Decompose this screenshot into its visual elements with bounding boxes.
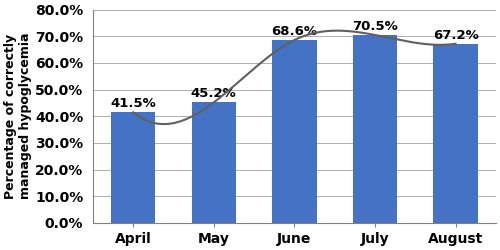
Y-axis label: Percentage of correctly
managed hypoglycemia: Percentage of correctly managed hypoglyc…: [4, 33, 32, 200]
Bar: [272, 40, 316, 223]
Bar: [353, 35, 397, 223]
Bar: [111, 112, 156, 223]
Text: 45.2%: 45.2%: [191, 87, 236, 100]
Bar: [192, 102, 236, 223]
Text: 41.5%: 41.5%: [110, 97, 156, 110]
Text: 67.2%: 67.2%: [432, 29, 478, 42]
Text: 68.6%: 68.6%: [272, 25, 318, 38]
Bar: [434, 44, 478, 223]
Text: 70.5%: 70.5%: [352, 20, 398, 33]
